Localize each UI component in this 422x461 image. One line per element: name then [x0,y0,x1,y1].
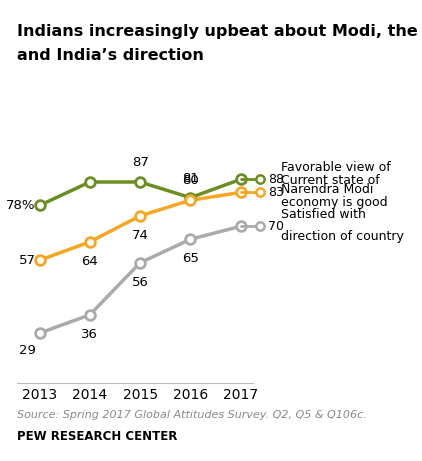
Text: 56: 56 [132,276,149,289]
Text: Indians increasingly upbeat about Modi, the economy: Indians increasingly upbeat about Modi, … [17,24,422,39]
Text: Satisfied with: Satisfied with [281,208,365,221]
Text: Current state of: Current state of [281,174,379,187]
Text: 83: 83 [268,186,284,199]
Text: 29: 29 [19,343,35,356]
Text: 78%: 78% [6,199,35,212]
Text: Narendra Modi: Narendra Modi [281,183,373,196]
Text: 57: 57 [19,254,35,266]
Text: and India’s direction: and India’s direction [17,48,204,64]
Text: 70: 70 [268,220,284,233]
Text: PEW RESEARCH CENTER: PEW RESEARCH CENTER [17,430,177,443]
Text: Favorable view of: Favorable view of [281,161,390,174]
Text: 65: 65 [182,252,199,266]
Text: 74: 74 [132,229,149,242]
Text: Source: Spring 2017 Global Attitudes Survey. Q2, Q5 & Q106c.: Source: Spring 2017 Global Attitudes Sur… [17,409,367,420]
Text: 80: 80 [182,174,199,187]
Text: 81: 81 [182,171,199,184]
Text: 64: 64 [81,255,98,268]
Text: direction of country: direction of country [281,230,403,243]
Text: 87: 87 [132,156,149,169]
Text: 88: 88 [268,173,284,186]
Text: economy is good: economy is good [281,196,387,209]
Text: 36: 36 [81,328,98,341]
